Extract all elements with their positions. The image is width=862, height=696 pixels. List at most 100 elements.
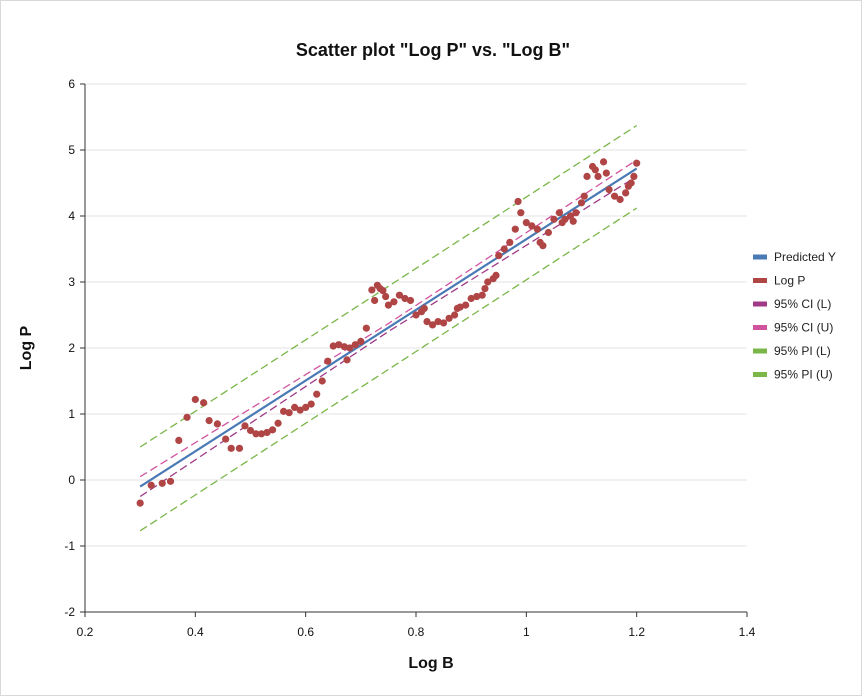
y-tick-label-8: 6	[68, 77, 75, 91]
data-point-46	[401, 294, 409, 303]
legend-label-2: 95% CI (L)	[774, 297, 831, 311]
data-point-17	[263, 428, 271, 437]
data-point-33	[346, 344, 354, 352]
legend-swatch-4	[753, 348, 767, 354]
data-point-95	[611, 192, 619, 200]
data-point-71	[514, 197, 522, 206]
data-point-69	[506, 238, 514, 246]
data-point-18	[268, 426, 277, 434]
data-point-94	[605, 186, 613, 194]
data-point-16	[257, 430, 266, 438]
data-point-60	[467, 294, 475, 303]
y-tick-label-5: 3	[68, 275, 75, 289]
y-tick-label-3: 1	[68, 407, 75, 421]
data-point-37	[368, 286, 376, 294]
data-point-19	[274, 419, 282, 427]
y-tick-label-2: 0	[68, 473, 75, 487]
x-tick-label-0: 0.2	[77, 625, 94, 639]
chart-title: Scatter plot "Log P" vs. "Log B"	[296, 40, 570, 60]
data-point-25	[307, 400, 315, 408]
legend-label-1: Log P	[774, 274, 805, 288]
data-point-42	[382, 292, 390, 301]
data-point-51	[423, 318, 431, 326]
data-point-91	[594, 172, 602, 180]
legend: Predicted Y Log P 95% CI (L) 95% CI (U) 95% …	[753, 250, 836, 382]
x-tick-label-4: 1	[523, 625, 530, 639]
data-point-24	[302, 403, 310, 411]
legend-swatch-0	[753, 254, 767, 260]
legend-label-0: Predicted Y	[774, 250, 836, 264]
y-axis-ticks: -2 -1 0 1 2 3 4 5 6	[64, 77, 85, 619]
legend-label-3: 95% CI (U)	[774, 321, 833, 335]
data-point-1	[147, 481, 155, 489]
data-point-4	[175, 436, 183, 444]
data-point-56	[451, 311, 459, 319]
data-point-38	[371, 296, 379, 305]
data-point-78	[544, 228, 553, 237]
data-point-75	[533, 225, 541, 233]
data-point-59	[462, 301, 470, 309]
data-point-14	[246, 426, 255, 435]
x-axis-label: Log B	[408, 655, 453, 672]
data-point-70	[511, 225, 519, 233]
x-tick-label-6: 1.4	[739, 625, 756, 639]
data-point-47	[406, 296, 415, 305]
data-point-22	[291, 403, 299, 411]
data-point-88	[583, 172, 591, 180]
data-point-7	[200, 399, 208, 407]
data-point-48	[412, 311, 420, 319]
y-tick-label-1: -1	[64, 539, 75, 553]
legend-label-4: 95% PI (L)	[774, 344, 831, 358]
data-point-12	[235, 444, 244, 452]
y-tick-label-0: -2	[64, 605, 75, 619]
legend-swatch-1	[753, 278, 767, 283]
data-point-5	[183, 413, 191, 421]
data-point-72	[517, 209, 525, 217]
data-point-79	[550, 215, 558, 223]
data-point-85	[572, 209, 580, 217]
y-tick-label-4: 2	[68, 341, 75, 355]
series-line-3	[139, 159, 638, 478]
data-point-55	[445, 314, 453, 322]
data-point-67	[495, 252, 503, 260]
data-point-20	[280, 407, 288, 415]
data-point-77	[539, 242, 547, 250]
data-point-80	[555, 209, 564, 217]
data-point-34	[351, 341, 359, 349]
data-point-44	[390, 298, 398, 306]
x-tick-label-1: 0.4	[187, 625, 204, 639]
data-point-90	[591, 166, 599, 174]
legend-swatch-2	[753, 301, 767, 307]
data-point-13	[241, 422, 249, 430]
data-point-31	[340, 343, 348, 351]
data-point-82	[561, 215, 569, 223]
data-point-30	[335, 341, 343, 349]
data-point-3	[166, 477, 175, 485]
data-point-29	[329, 342, 337, 350]
series-line-4	[139, 207, 638, 532]
legend-swatch-5	[753, 372, 767, 377]
y-axis-label: Log P	[18, 325, 35, 370]
data-point-26	[313, 390, 321, 398]
data-point-99	[627, 179, 635, 187]
scatter-points	[136, 158, 641, 507]
y-tick-label-6: 4	[68, 209, 75, 223]
data-point-61	[473, 292, 481, 301]
data-point-87	[580, 192, 588, 200]
data-point-93	[602, 169, 610, 177]
data-point-83	[566, 212, 575, 220]
data-point-92	[599, 158, 608, 166]
data-point-23	[296, 406, 304, 414]
data-point-8	[205, 417, 213, 425]
data-point-11	[227, 444, 235, 452]
data-point-9	[213, 420, 221, 428]
series-layer	[139, 125, 638, 532]
data-point-53	[434, 318, 442, 326]
data-point-52	[428, 321, 437, 329]
data-point-64	[484, 278, 492, 286]
data-point-27	[318, 377, 326, 385]
data-point-21	[285, 409, 293, 417]
series-line-5	[139, 125, 638, 448]
